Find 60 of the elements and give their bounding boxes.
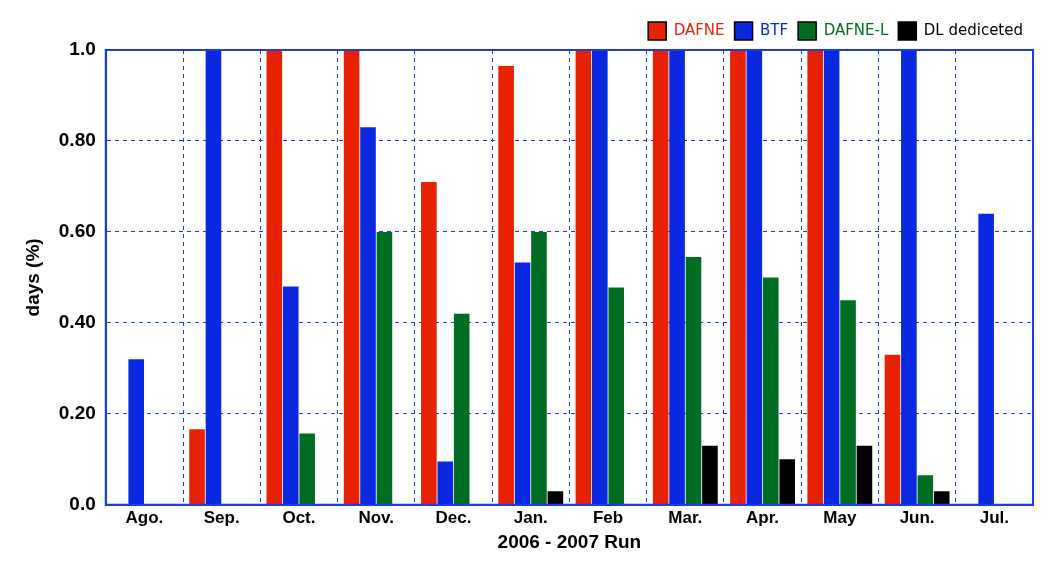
bar (547, 491, 564, 505)
bar (437, 461, 454, 505)
x-tick-label: Mar. (668, 507, 703, 527)
x-tick-label: Oct. (282, 507, 316, 527)
y-tick-label: 0.0 (69, 493, 96, 515)
bar (746, 50, 763, 505)
bar (702, 445, 718, 505)
bar (453, 313, 470, 505)
x-tick-label: May (823, 507, 857, 527)
x-tick-label: Sep. (203, 507, 240, 527)
bar (652, 50, 669, 505)
bar (514, 262, 531, 505)
x-tick-label: Jan. (513, 507, 548, 527)
bar (282, 286, 299, 505)
bar (840, 300, 856, 505)
y-tick-label: 1.0 (69, 38, 96, 60)
bar (205, 50, 222, 505)
bar (189, 429, 205, 505)
bar (685, 256, 702, 505)
x-tick-label: Apr. (746, 507, 780, 527)
bar (299, 433, 315, 505)
bar (360, 127, 376, 505)
bar (531, 231, 547, 505)
x-tick-label: Jul. (979, 507, 1010, 527)
legend-label: DL dediceted (923, 20, 1024, 39)
y-tick-label: 0.60 (58, 220, 96, 242)
bar (807, 50, 823, 505)
legend-label: DAFNE-L (823, 20, 889, 39)
bar (343, 50, 360, 505)
bar (376, 231, 393, 505)
y-tick-label: 0.80 (58, 129, 96, 151)
legend-label: BTF (760, 20, 789, 39)
x-tick-label: Ago. (125, 507, 164, 527)
bar (575, 50, 592, 505)
legend-label: DAFNE (673, 20, 725, 39)
bar (917, 475, 934, 505)
bar (730, 50, 746, 505)
bar (762, 277, 779, 505)
bar (669, 50, 685, 505)
bar (901, 50, 917, 505)
x-tick-label: Jun. (899, 507, 935, 527)
x-tick-label: Dec. (435, 507, 472, 527)
bar (592, 50, 608, 505)
bar (823, 50, 840, 505)
y-tick-label: 0.40 (58, 311, 96, 333)
bar (421, 181, 437, 505)
x-tick-label: Nov. (358, 507, 395, 527)
bar (128, 359, 144, 505)
y-tick-label: 0.20 (58, 402, 96, 424)
bar (266, 50, 283, 505)
y-axis-title: days (%) (21, 238, 43, 317)
bar (884, 354, 901, 505)
bar (978, 213, 994, 505)
x-tick-label: Feb (592, 507, 624, 527)
bar (779, 459, 795, 505)
bar (856, 445, 873, 505)
bar (498, 65, 514, 505)
bar (608, 287, 625, 505)
x-axis-title: 2006 - 2007 Run (497, 530, 642, 552)
bar (933, 491, 950, 505)
